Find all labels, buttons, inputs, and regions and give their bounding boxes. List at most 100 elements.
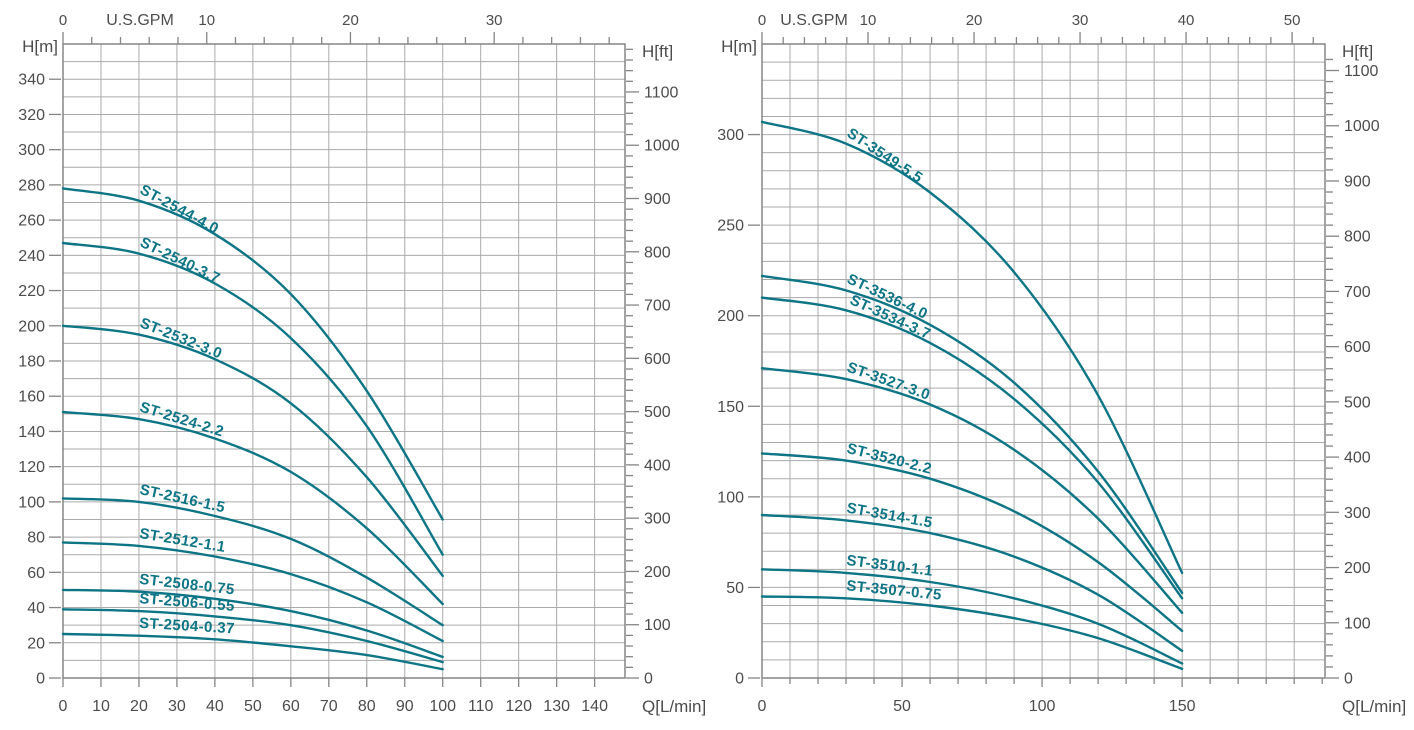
curve-ST-3507-0.75 xyxy=(760,595,1184,671)
m-tick-label: 150 xyxy=(717,399,744,416)
curve-ST-3536-4.0 xyxy=(760,274,1184,595)
x-tick-label: 40 xyxy=(206,698,224,715)
curve-label-ST-2504-0.37: ST-2504-0.37 xyxy=(139,615,236,638)
x-axis-title: Q[L/min] xyxy=(642,697,706,716)
ft-tick-label: 500 xyxy=(1344,394,1371,411)
gpm-tick-label: 10 xyxy=(198,12,215,29)
curve-ST-2532-3.0 xyxy=(61,324,444,578)
x-tick-label: 100 xyxy=(1029,698,1056,715)
ft-tick-label: 1100 xyxy=(644,84,679,101)
x-tick-label: 50 xyxy=(244,698,262,715)
ft-tick-label: 900 xyxy=(1344,173,1371,190)
m-tick-label: 220 xyxy=(18,283,45,300)
m-tick-label: 180 xyxy=(18,354,45,371)
ft-tick-label: 0 xyxy=(1344,671,1353,688)
grid xyxy=(63,44,625,678)
m-tick-label: 280 xyxy=(18,177,45,194)
x-tick-label: 70 xyxy=(320,698,338,715)
gpm-tick-label: 20 xyxy=(966,12,983,29)
gpm-tick-label: 40 xyxy=(1178,12,1195,29)
m-tick-label: 0 xyxy=(735,671,744,688)
curve-ST-2544-4.0 xyxy=(61,187,444,521)
x-tick-label: 30 xyxy=(168,698,186,715)
x-tick-label: 140 xyxy=(581,698,608,715)
ticks xyxy=(49,32,639,687)
ft-tick-label: 100 xyxy=(644,617,671,634)
ft-tick-label: 400 xyxy=(644,457,671,474)
gpm-tick-label: 0 xyxy=(59,12,67,29)
x-tick-label: 10 xyxy=(92,698,110,715)
curve-ST-2512-1.1 xyxy=(61,541,444,643)
ft-tick-label: 400 xyxy=(1344,450,1371,467)
curve-ST-2516-1.5 xyxy=(61,497,444,627)
m-tick-label: 260 xyxy=(18,213,45,230)
ft-tick-label: 1100 xyxy=(1344,63,1379,80)
ft-tick-label: 1000 xyxy=(1344,118,1380,135)
ft-tick-label: 700 xyxy=(1344,284,1371,301)
ft-tick-label: 200 xyxy=(1344,560,1371,577)
ft-tick-label: 300 xyxy=(1344,505,1371,522)
plot-frame xyxy=(62,43,626,679)
curve-ST-2506-0.55 xyxy=(61,608,444,664)
ft-tick-label: 600 xyxy=(1344,339,1371,356)
curve-ST-2540-3.7 xyxy=(61,241,444,556)
m-tick-label: 0 xyxy=(36,671,45,688)
m-tick-label: 240 xyxy=(18,248,45,265)
gpm-axis-title: U.S.GPM xyxy=(780,12,848,29)
curve-ST-3510-1.1 xyxy=(760,568,1184,665)
x-tick-label: 130 xyxy=(543,698,570,715)
m-tick-label: 100 xyxy=(18,494,45,511)
x-tick-label: 0 xyxy=(59,698,68,715)
ft-tick-label: 0 xyxy=(644,671,653,688)
m-tick-label: 40 xyxy=(27,600,45,617)
gpm-axis-title: U.S.GPM xyxy=(106,12,174,29)
ft-tick-label: 500 xyxy=(644,404,671,421)
curve-ST-2508-0.75 xyxy=(61,588,444,659)
y-right-axis-title: H[ft] xyxy=(1342,42,1373,61)
ft-tick-label: 100 xyxy=(1344,615,1371,632)
m-tick-label: 140 xyxy=(18,424,45,441)
chart-left: 0 10 20 30 40 50 60 70 80 90 100 110 120 130 140 0 10 20 3… xyxy=(18,12,706,716)
y-right-axis-title: H[ft] xyxy=(642,42,673,61)
x-tick-label: 80 xyxy=(358,698,376,715)
curve-label-ST-2516-1.5: ST-2516-1.5 xyxy=(138,481,227,516)
gpm-tick-label: 30 xyxy=(1072,12,1089,29)
curve-label-ST-2524-2.2: ST-2524-2.2 xyxy=(138,399,226,441)
m-tick-label: 160 xyxy=(18,389,45,406)
ft-tick-label: 800 xyxy=(1344,229,1371,246)
x-tick-label: 90 xyxy=(396,698,414,715)
curve-ST-3527-3.0 xyxy=(760,367,1184,614)
curve-label-ST-2540-3.7: ST-2540-3.7 xyxy=(137,234,223,287)
ft-tick-label: 600 xyxy=(644,351,671,368)
x-tick-label: 150 xyxy=(1169,698,1196,715)
ft-tick-label: 200 xyxy=(644,564,671,581)
m-tick-label: 200 xyxy=(18,318,45,335)
ft-tick-label: 900 xyxy=(644,191,671,208)
gpm-tick-label: 50 xyxy=(1284,12,1301,29)
m-tick-label: 120 xyxy=(18,459,45,476)
m-tick-label: 300 xyxy=(18,142,45,159)
curve-label-ST-3520-2.2: ST-3520-2.2 xyxy=(845,440,933,478)
y-left-axis-title: H[m] xyxy=(721,37,757,56)
ft-tick-label: 700 xyxy=(644,298,671,315)
ft-tick-label: 1000 xyxy=(644,138,680,155)
curve-ST-3514-1.5 xyxy=(760,513,1184,652)
x-tick-label: 50 xyxy=(893,698,911,715)
m-tick-label: 50 xyxy=(726,580,744,597)
y-left-axis-title: H[m] xyxy=(22,37,58,56)
x-axis-title: Q[L/min] xyxy=(1342,697,1406,716)
gpm-tick-label: 30 xyxy=(486,12,503,29)
m-tick-label: 340 xyxy=(18,72,45,89)
x-tick-label: 100 xyxy=(429,698,456,715)
x-tick-label: 120 xyxy=(505,698,532,715)
curve-ST-3520-2.2 xyxy=(760,452,1184,633)
x-tick-label: 110 xyxy=(468,698,494,715)
x-tick-label: 60 xyxy=(282,698,300,715)
curve-ST-3534-3.7 xyxy=(760,296,1184,600)
gpm-tick-label: 10 xyxy=(860,12,877,29)
curve-ST-2524-2.2 xyxy=(61,410,444,606)
gpm-tick-label: 0 xyxy=(758,12,766,29)
curve-label-ST-2544-4.0: ST-2544-4.0 xyxy=(137,181,222,237)
